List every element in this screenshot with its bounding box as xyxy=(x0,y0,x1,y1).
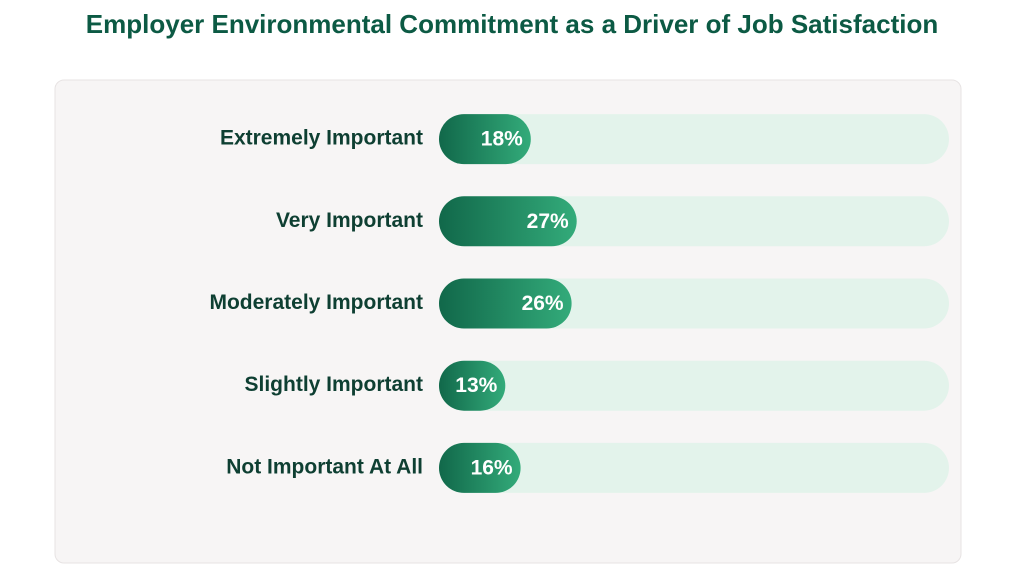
value-label: 26% xyxy=(522,292,564,315)
category-label: Slightly Important xyxy=(245,373,424,396)
category-label: Moderately Important xyxy=(209,291,423,314)
bar-track xyxy=(439,114,949,165)
bar-track xyxy=(439,360,949,411)
value-label: 13% xyxy=(455,374,497,397)
bar xyxy=(439,360,506,411)
category-label: Not Important At All xyxy=(226,455,423,478)
value-label: 16% xyxy=(471,456,513,479)
category-label: Extremely Important xyxy=(220,127,423,150)
bar-track xyxy=(439,442,949,493)
value-label: 18% xyxy=(481,128,523,151)
bar xyxy=(439,196,577,247)
bar xyxy=(439,442,521,493)
value-label: 27% xyxy=(527,210,569,233)
bar xyxy=(439,278,572,329)
category-label: Very Important xyxy=(276,209,423,232)
chart-title: Employer Environmental Commitment as a D… xyxy=(86,9,938,39)
bar xyxy=(439,114,531,165)
